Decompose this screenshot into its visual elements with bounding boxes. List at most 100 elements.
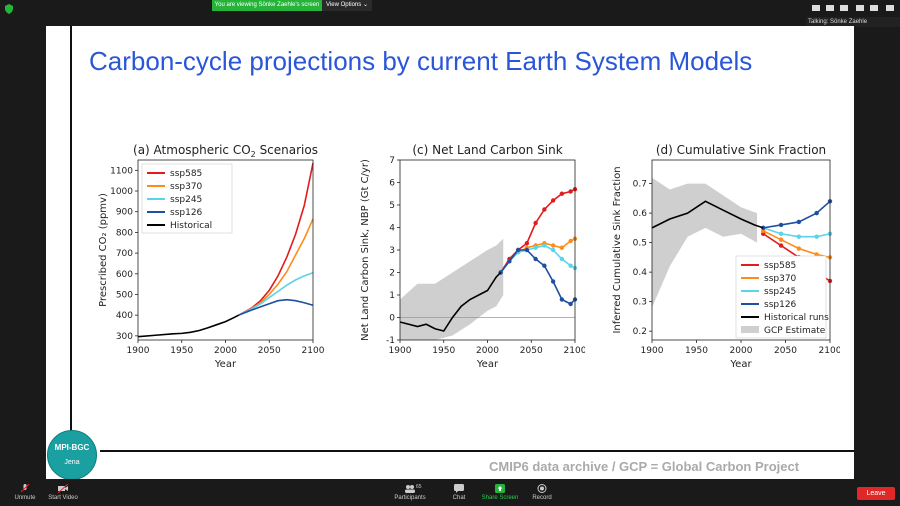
legend-entry: ssp245: [764, 287, 796, 297]
data-point: [524, 247, 530, 253]
x-tick-label: 1950: [170, 346, 193, 356]
chat-label: Chat: [452, 495, 466, 501]
data-point: [796, 219, 802, 225]
record-button[interactable]: Record: [517, 479, 567, 506]
start-video-label: Start Video: [48, 495, 78, 501]
legend-entry: ssp585: [764, 261, 796, 271]
gcp-band: [400, 238, 504, 340]
chart-title-end: Scenarios: [256, 143, 318, 157]
y-tick-label: 4: [389, 224, 395, 234]
leave-button[interactable]: Leave: [857, 487, 895, 500]
data-point: [814, 252, 819, 257]
view-options-button[interactable]: View Options ⌄: [322, 0, 372, 11]
participants-label: Participants: [394, 495, 426, 501]
legend-entry: ssp126: [764, 300, 797, 310]
y-tick-label: 700: [116, 249, 133, 259]
data-point: [568, 263, 573, 268]
x-tick-label: 2100: [564, 346, 585, 356]
data-point: [814, 234, 819, 239]
data-point: [559, 191, 565, 196]
chart-cumulative-sink-fraction: (d) Cumulative Sink Fraction 1900 1950 2000…: [612, 143, 840, 370]
y-tick-label: 6: [389, 179, 395, 189]
legend-entry: Historical runs: [764, 313, 829, 323]
chart-title: (d) Cumulative Sink Fraction: [656, 143, 826, 157]
y-tick-label: -1: [386, 336, 395, 346]
y-tick-label: 1000: [110, 187, 133, 197]
unmute-button[interactable]: Unmute: [0, 479, 50, 506]
speaker-view-icon[interactable]: [812, 5, 820, 11]
x-tick-label: 2100: [302, 346, 325, 356]
y-tick-label: 3: [389, 246, 395, 256]
legend-entry: ssp370: [170, 182, 203, 192]
mpi-bgc-logo: MPI-BGC Jena: [47, 430, 97, 480]
legend-entry: ssp245: [170, 195, 202, 205]
record-icon: [537, 484, 547, 493]
data-point: [814, 210, 819, 216]
slide-divider-horizontal: [100, 450, 854, 452]
chevron-down-icon: ⌄: [362, 2, 368, 8]
y-tick-label: 0.4: [633, 268, 648, 278]
y-tick-label: 400: [116, 311, 133, 321]
chat-icon: [454, 484, 464, 493]
y-tick-label: 0: [389, 314, 395, 324]
legend-entry: GCP Estimate: [764, 326, 826, 336]
gallery-view-icon[interactable]: [840, 5, 848, 11]
meeting-toolbar: Unmute Start Video 65 Participants Chat …: [0, 479, 900, 506]
x-tick-label: 2050: [520, 346, 543, 356]
chart-net-land-sink: (c) Net Land Carbon Sink 1900 1950 2000 2050…: [360, 143, 585, 370]
viewing-banner: You are viewing Sönke Zaehle's screen: [212, 0, 322, 11]
series-line-ssp585: [238, 162, 314, 316]
y-tick-label: 7: [389, 156, 395, 166]
data-point: [542, 207, 547, 212]
legend-entry: ssp126: [170, 208, 203, 218]
y-tick-label: 600: [116, 270, 133, 280]
share-screen-label: Share Screen: [481, 495, 519, 501]
x-tick-label: 1950: [685, 346, 708, 356]
data-point: [550, 279, 556, 284]
minimize-icon[interactable]: [826, 5, 834, 11]
view-options-label: View Options: [326, 2, 362, 8]
y-tick-label: 0.6: [633, 209, 648, 219]
data-point: [533, 245, 538, 250]
y-tick-label: 0.5: [633, 239, 647, 249]
chart-title-subscript: 2: [251, 150, 256, 159]
video-off-icon: [58, 484, 68, 493]
data-point: [550, 247, 556, 253]
y-tick-label: 900: [116, 208, 133, 218]
data-point: [533, 220, 538, 226]
x-tick-label: 1900: [641, 346, 664, 356]
data-point: [778, 237, 784, 242]
data-point: [507, 259, 512, 264]
data-point: [559, 297, 565, 302]
top-bar: You are viewing Sönke Zaehle's screen Vi…: [0, 0, 900, 27]
share-screen-icon: [495, 484, 505, 493]
x-tick-label: 1900: [127, 346, 150, 356]
participants-button[interactable]: 65 Participants: [385, 479, 435, 506]
legend-entry: ssp370: [764, 274, 797, 284]
fullscreen-icon[interactable]: [856, 5, 864, 11]
data-point: [796, 246, 802, 251]
logo-line2: Jena: [64, 459, 80, 466]
data-point: [559, 256, 565, 262]
data-point: [524, 241, 530, 246]
start-video-button[interactable]: Start Video: [38, 479, 88, 506]
data-point: [568, 189, 573, 194]
series-line-historical-runs: [651, 200, 764, 229]
y-tick-label: 0.3: [633, 298, 647, 308]
chat-button[interactable]: Chat: [434, 479, 484, 506]
data-point: [550, 243, 556, 248]
data-point: [778, 243, 784, 248]
slide-caption: CMIP6 data archive / GCP = Global Carbon…: [489, 459, 800, 474]
unmute-label: Unmute: [14, 495, 36, 501]
logo-line1: MPI-BGC: [54, 443, 90, 452]
y-tick-label: 0.2: [633, 327, 647, 337]
close-icon[interactable]: [886, 5, 894, 11]
x-tick-label: 2050: [774, 346, 797, 356]
legend-box: [735, 255, 827, 339]
data-point: [533, 256, 538, 262]
layout-icon[interactable]: [870, 5, 878, 11]
share-screen-button[interactable]: Share Screen: [475, 479, 525, 506]
legend-entry: Historical: [170, 221, 212, 231]
talking-indicator: Talking: Sönke Zaehle: [806, 17, 900, 27]
shield-icon: [5, 4, 13, 14]
